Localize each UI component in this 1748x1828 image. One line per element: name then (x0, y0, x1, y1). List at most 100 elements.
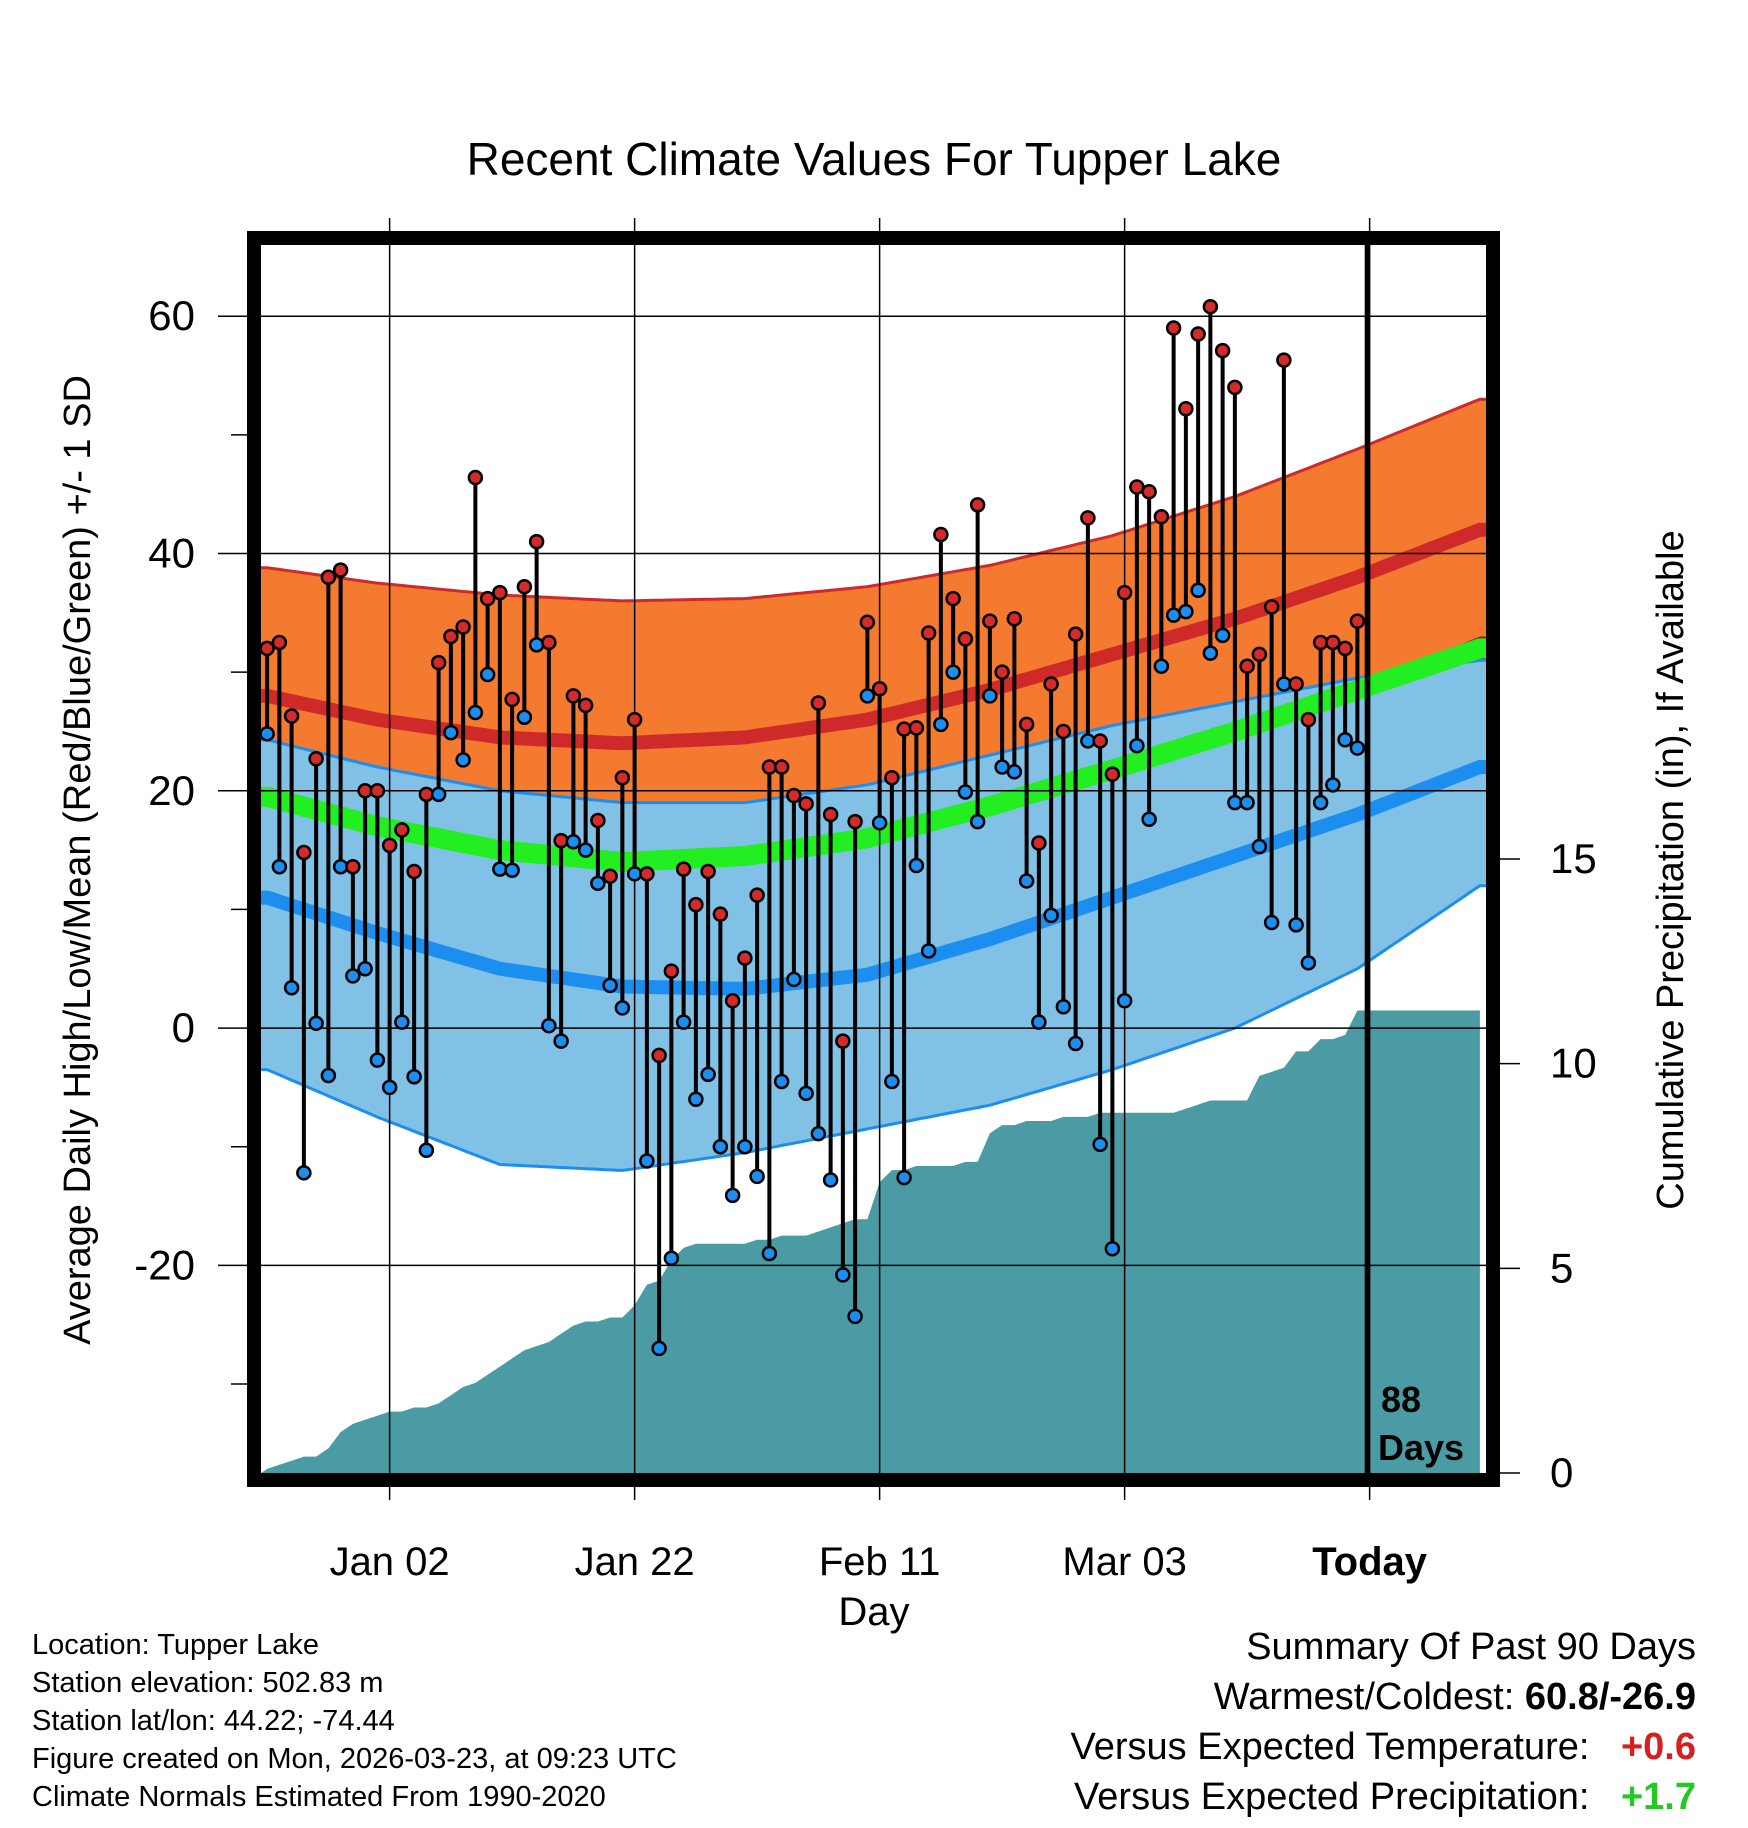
daily-low-point (1141, 811, 1157, 828)
daily-high-point (798, 796, 814, 812)
daily-high-point (1178, 400, 1194, 417)
summary-temp: Versus Expected Temperature: +0.6 (1071, 1722, 1696, 1772)
daily-high-point (1190, 326, 1206, 342)
daily-low-point (320, 1067, 337, 1084)
daily-low-point (822, 1172, 839, 1188)
plot-frame (247, 231, 1500, 1487)
daily-low-point (663, 1250, 680, 1266)
daily-high-point (1288, 676, 1304, 692)
daily-low-point (639, 1153, 655, 1169)
daily-low-point (443, 724, 459, 741)
daily-high-point (590, 812, 606, 829)
daily-high-point (1092, 733, 1108, 749)
daily-high-point (822, 806, 839, 823)
daily-low-point (430, 786, 447, 803)
daily-low-point (798, 1085, 814, 1102)
daily-low-point (761, 1245, 778, 1262)
daily-low-point (1202, 645, 1219, 661)
daily-high-point (1263, 599, 1280, 615)
daily-low-point (357, 960, 373, 977)
daily-low-point (1006, 764, 1023, 780)
daily-low-point (1104, 1241, 1121, 1257)
daily-low-point (933, 716, 949, 733)
daily-high-point (1349, 613, 1366, 629)
info-elevation: Station elevation: 502.83 m (32, 1667, 384, 1699)
daily-high-point (675, 861, 692, 877)
y2-tick-label: 10 (1550, 1040, 1597, 1087)
x-tick-label: Jan 22 (575, 1540, 695, 1584)
daily-high-point (712, 906, 729, 922)
daily-high-point (982, 613, 998, 629)
daily-low-point (283, 979, 300, 996)
chart-title: Recent Climate Values For Tupper Lake (467, 133, 1282, 185)
daily-high-point (1251, 646, 1268, 663)
daily-low-point (418, 1142, 435, 1159)
y2-tick-label: 5 (1550, 1244, 1573, 1291)
daily-low-point (1043, 907, 1059, 924)
daily-high-point (1214, 342, 1231, 359)
daily-low-point (712, 1138, 729, 1155)
daily-low-point (835, 1267, 851, 1283)
daily-low-point (369, 1052, 386, 1068)
info-location: Location: Tupper Lake (32, 1629, 319, 1661)
daily-high-point (479, 590, 496, 607)
x-tick-label: Jan 02 (330, 1540, 450, 1584)
daily-low-point (553, 1033, 569, 1049)
temp-anomaly-value: +0.6 (1620, 1726, 1696, 1768)
daily-high-point (430, 654, 447, 671)
daily-high-point (847, 813, 863, 830)
low-normal-line (261, 760, 1486, 996)
daily-high-point (577, 697, 594, 714)
y2-tick-label: 15 (1550, 835, 1597, 882)
daily-low-point (982, 688, 998, 704)
daily-high-point (786, 787, 802, 804)
daily-low-point (1178, 603, 1194, 620)
daily-high-point (1202, 298, 1219, 315)
daily-low-point (908, 857, 925, 874)
daily-low-point (1214, 627, 1231, 644)
daily-low-point (455, 752, 471, 768)
daily-low-point (516, 709, 533, 725)
daily-low-point (406, 1068, 422, 1085)
daily-high-point (332, 562, 349, 578)
y2-axis-label: Cumulative Precipitation (in), If Availa… (1650, 530, 1692, 1209)
daily-high-point (663, 963, 680, 979)
daily-low-point (945, 664, 961, 680)
daily-low-point (1325, 777, 1341, 793)
daily-low-point (675, 1014, 692, 1030)
daily-high-point (749, 887, 765, 903)
daily-high-point (1141, 484, 1157, 500)
daily-low-point (1055, 998, 1072, 1015)
daily-low-point (345, 968, 361, 984)
summary-title: Summary Of Past 90 Days (1246, 1626, 1696, 1668)
daily-high-point (1018, 716, 1035, 733)
high-normal-band (261, 399, 1486, 886)
daily-high-point (700, 863, 716, 880)
daily-low-point (467, 704, 484, 721)
daily-low-point (1092, 1136, 1108, 1153)
daily-low-point (1312, 794, 1329, 811)
daily-high-point (835, 1033, 851, 1049)
daily-high-point (308, 750, 324, 767)
daily-high-point (1276, 352, 1292, 368)
daily-high-point (1116, 584, 1133, 601)
daily-low-point (871, 815, 888, 831)
daily-low-point (528, 637, 545, 653)
x-axis-label: Day (838, 1590, 909, 1634)
y-axis-label: Average Daily High/Low/Mean (Red/Blue/Gr… (57, 375, 99, 1345)
daily-high-point (626, 711, 643, 728)
daily-low-point (271, 858, 288, 875)
daily-high-point (614, 769, 631, 786)
daily-high-point (1043, 676, 1059, 692)
daily-low-point (884, 1073, 900, 1090)
daily-low-point (1153, 658, 1170, 674)
daily-high-point (1325, 634, 1341, 651)
y-tick-label: 0 (172, 1004, 195, 1051)
daily-high-point (271, 634, 288, 651)
daily-high-point (492, 584, 508, 601)
summary-precip: Versus Expected Precipitation: +1.7 (1071, 1772, 1696, 1822)
daily-low-point (296, 1165, 312, 1181)
daily-low-point (957, 784, 974, 800)
y-tick-label: 20 (148, 767, 195, 814)
precip-label: Versus Expected Precipitation: (1074, 1776, 1590, 1818)
